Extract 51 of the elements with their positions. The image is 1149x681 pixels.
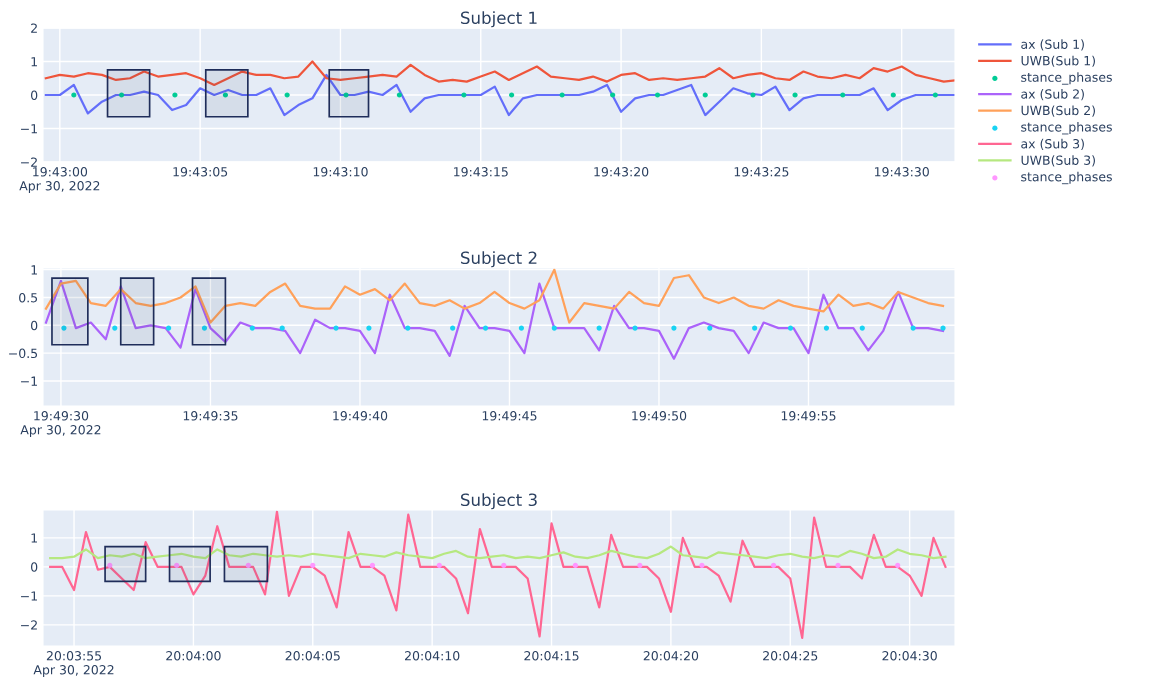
legend-label: ax (Sub 2) <box>1021 89 1084 101</box>
x-tick-label: 19:49:30 Apr 30, 2022 <box>20 411 101 437</box>
y-tick-label: −2 <box>21 157 37 167</box>
y-tick-label: 2 <box>31 23 37 33</box>
x-tick-label: 19:43:20 <box>594 167 649 177</box>
y-tick-label: −1 <box>21 376 37 386</box>
y-tick-label: −2 <box>21 620 37 630</box>
x-tick-label: 20:04:05 <box>285 651 340 661</box>
chart-title: Subject 2 <box>460 251 537 268</box>
x-tick-label: 20:04:20 <box>643 651 699 661</box>
legend-label: stance_phases <box>1021 72 1112 85</box>
line-series <box>49 545 947 560</box>
y-tick-label: −1 <box>21 591 37 601</box>
line-series <box>49 510 947 639</box>
chart-title: Subject 3 <box>460 493 537 510</box>
legend-label: stance_phases <box>1021 171 1112 185</box>
x-tick-label: 20:04:15 <box>524 651 579 661</box>
x-tick-label: 19:43:30 <box>874 167 929 177</box>
x-tick-label: 20:04:25 <box>763 651 818 661</box>
y-tick-label: 0.5 <box>19 292 38 303</box>
x-tick-label: 20:04:30 <box>882 651 937 661</box>
x-tick-label: 20:04:00 <box>166 651 221 661</box>
x-tick-label: 19:43:15 <box>454 167 508 177</box>
legend-label: UWB(Sub 1) <box>1021 55 1095 67</box>
x-tick-label: 19:43:00 Apr 30, 2022 <box>19 167 100 193</box>
x-tick-label: 20:04:10 <box>405 651 460 661</box>
legend-label: UWB(Sub 3) <box>1021 155 1095 167</box>
x-tick-label: 19:43:25 <box>734 167 789 177</box>
legend-label: ax (Sub 3) <box>1021 138 1084 150</box>
x-tick-label: 19:43:05 <box>173 167 228 177</box>
x-tick-label: 19:49:45 <box>482 411 537 421</box>
x-tick-label: 19:49:35 <box>183 411 238 421</box>
chart-title: Subject 1 <box>460 11 537 28</box>
y-tick-label: −0.5 <box>9 348 38 359</box>
y-tick-label: −1 <box>21 124 37 134</box>
x-tick-label: 19:49:50 <box>632 411 687 421</box>
x-tick-label: 19:49:55 <box>781 411 836 421</box>
legend-label: ax (Sub 1) <box>1021 39 1084 51</box>
y-tick-label: 0 <box>31 562 38 572</box>
legend-label: UWB(Sub 2) <box>1021 105 1095 117</box>
x-tick-label: 19:49:40 <box>333 411 388 421</box>
line-series <box>44 279 945 360</box>
legend-label: stance_phases <box>1021 121 1112 135</box>
x-tick-label: 19:43:10 <box>313 167 368 177</box>
y-tick-label: 0 <box>31 320 38 331</box>
x-tick-label: 20:03:55 Apr 30, 2022 <box>33 651 114 677</box>
line-series <box>44 268 945 324</box>
y-tick-label: 1 <box>31 265 37 275</box>
y-tick-label: 1 <box>31 533 37 543</box>
y-tick-label: 1 <box>31 57 37 67</box>
y-tick-label: 0 <box>31 90 38 100</box>
